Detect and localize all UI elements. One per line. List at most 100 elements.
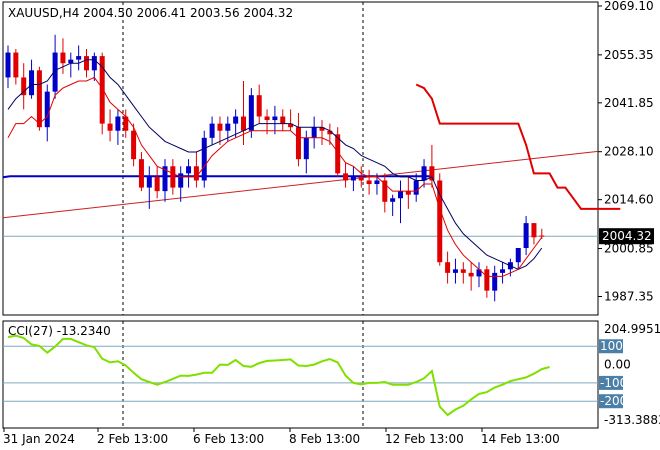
candle-body-10 <box>84 56 89 71</box>
candle-body-57 <box>452 269 458 273</box>
candles <box>5 34 545 302</box>
candle-body-43 <box>343 173 349 181</box>
trend-line <box>2 150 599 219</box>
current-price-tag <box>599 228 654 245</box>
candle-body-65 <box>515 247 521 263</box>
candle-body-48 <box>382 180 388 202</box>
time-tick-label-5: 14 Feb 13:00 <box>481 432 560 446</box>
candle-body-17 <box>138 159 144 188</box>
candle-body-39 <box>311 127 317 138</box>
candle-body-3 <box>29 70 35 96</box>
candle-body-46 <box>366 180 372 185</box>
price-tick-label-5: 2000.85 <box>604 242 654 256</box>
candle-body-14 <box>115 116 121 131</box>
candle-body-55 <box>437 180 443 263</box>
cci-tick-label-4: -200 <box>600 394 627 408</box>
price-tick-label-6: 1987.35 <box>604 290 654 304</box>
price-chart-title: XAUUSD,H4 2004.50 2006.41 2003.56 2004.3… <box>8 6 293 20</box>
candle-body-42 <box>335 134 341 174</box>
stop-line <box>415 83 621 210</box>
candle-body-16 <box>131 130 137 160</box>
cci-tick-label-5: -313.3883 <box>604 413 660 427</box>
price-tick-label-4: 2014.60 <box>604 193 654 207</box>
cci-tick-label-0: 204.9951 <box>604 322 660 336</box>
candle-body-36 <box>288 123 294 128</box>
candle-body-33 <box>264 116 270 121</box>
candle-body-19 <box>154 176 160 192</box>
support-line-start <box>2 175 11 179</box>
candle-body-45 <box>358 176 364 181</box>
candle-body-49 <box>390 198 396 202</box>
candle-body-35 <box>280 116 286 124</box>
time-tick-label-4: 12 Feb 13:00 <box>385 432 464 446</box>
candle-body-15 <box>123 116 129 131</box>
candle-body-34 <box>272 116 278 121</box>
fast-moving-average <box>7 76 543 277</box>
candle-body-38 <box>303 137 309 160</box>
candle-body-29 <box>233 116 239 124</box>
candle-body-27 <box>217 123 223 131</box>
cci-tick-label-3: -100 <box>600 376 627 390</box>
axis-labels: 2069.10 2055.35 2041.85 2028.10 2014.60 2000.… <box>3 0 660 446</box>
candle-body-41 <box>327 130 333 135</box>
candle-body-1 <box>13 52 19 78</box>
candle-body-23 <box>186 166 192 174</box>
price-tick-label-3: 2028.10 <box>604 145 654 159</box>
price-tick-label-1: 2055.35 <box>604 48 654 62</box>
cci-indicator-title: CCI(27) -13.2340 <box>8 324 111 338</box>
time-tick-label-2: 6 Feb 13:00 <box>193 432 264 446</box>
candle-body-26 <box>209 123 215 138</box>
period-separators <box>122 2 364 428</box>
candle-body-60 <box>476 269 482 277</box>
candle-body-24 <box>193 166 199 181</box>
moving-averages <box>7 59 543 277</box>
candle-body-66 <box>523 223 529 248</box>
candle-body-58 <box>460 269 466 273</box>
candle-body-2 <box>21 77 27 96</box>
candle-body-50 <box>398 191 403 199</box>
candle-body-54 <box>429 166 435 181</box>
candle-body-6 <box>52 52 58 92</box>
candle-body-12 <box>99 56 105 124</box>
cci-series <box>3 334 598 417</box>
reference-lines <box>2 83 621 237</box>
time-tick-label-3: 8 Feb 13:00 <box>289 432 360 446</box>
cci-tag-bg-3 <box>599 375 623 390</box>
candle-body-11 <box>91 56 97 71</box>
price-panel-frame <box>2 1 599 316</box>
candle-body-59 <box>468 272 474 277</box>
candle-body-52 <box>413 180 419 195</box>
candle-body-63 <box>500 269 506 273</box>
candle-body-53 <box>421 166 427 181</box>
candle-body-51 <box>405 191 411 195</box>
time-tick-label-0: 31 Jan 2024 <box>3 432 75 446</box>
candle-body-0 <box>5 52 11 78</box>
current-price-tag-label: 2004.32 <box>602 229 652 243</box>
candle-body-28 <box>225 123 231 131</box>
candle-body-18 <box>146 176 152 188</box>
candle-body-61 <box>484 269 490 291</box>
candle-body-22 <box>178 173 184 188</box>
cci-panel-frame <box>2 320 599 429</box>
candle-body-32 <box>256 95 262 117</box>
candle-body-68 <box>539 235 545 237</box>
candle-body-4 <box>36 70 42 128</box>
candle-body-5 <box>44 91 50 128</box>
candle-body-40 <box>319 127 325 131</box>
candle-body-67 <box>531 223 537 238</box>
price-tick-label-0: 2069.10 <box>604 0 654 13</box>
candle-body-62 <box>492 272 498 291</box>
candle-body-56 <box>445 262 451 273</box>
candle-body-25 <box>201 137 207 181</box>
candle-body-7 <box>60 52 66 64</box>
cci-tag-bg-4 <box>599 394 623 409</box>
time-tick-label-1: 2 Feb 13:00 <box>97 432 168 446</box>
candle-body-20 <box>162 166 168 192</box>
candle-body-8 <box>68 59 74 64</box>
candle-body-21 <box>170 166 176 188</box>
candle-body-47 <box>374 180 380 185</box>
candle-body-13 <box>107 123 113 131</box>
cci-tag-bg-1 <box>599 339 623 354</box>
